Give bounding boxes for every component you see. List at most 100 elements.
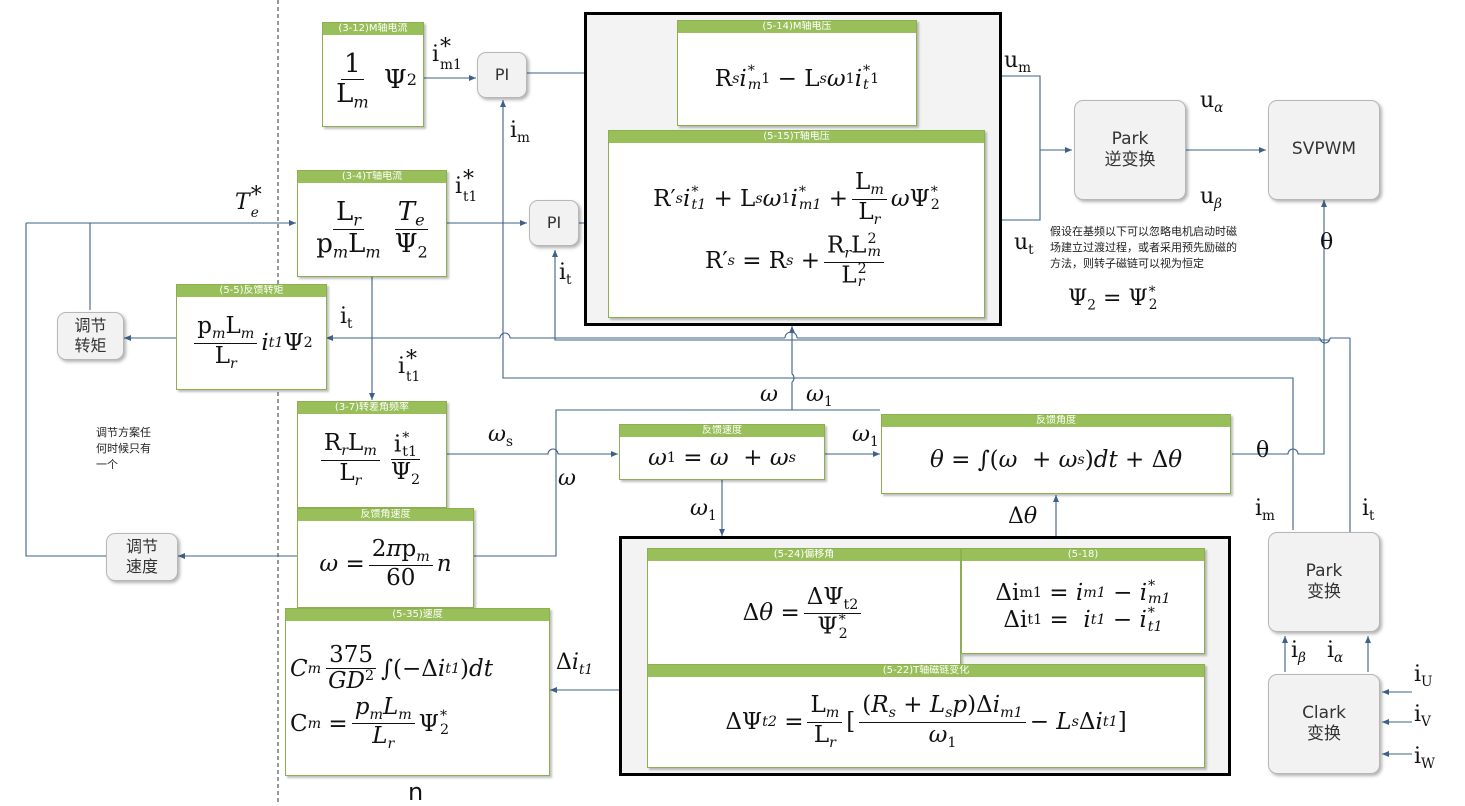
wire-omega xyxy=(474,409,880,557)
wire-it-pi xyxy=(552,250,1330,341)
park-inverse-block[interactable]: Park 逆变换 xyxy=(1074,100,1186,200)
label-omega-top: ω xyxy=(760,382,778,407)
angular-speed-header: 反馈角速度 xyxy=(298,509,473,521)
label-iu: iU xyxy=(1414,662,1433,690)
park-label-1: Park xyxy=(1305,560,1343,581)
flux-note-2: 场建立过渡过程，或者采用预先励磁的 xyxy=(1050,240,1237,254)
torque-reg-label-2: 转矩 xyxy=(74,336,107,355)
label-it1-ref: i * t1 xyxy=(398,347,421,385)
torque-feedback-formula: pmLm Lr i t1 Ψ 2 xyxy=(177,297,326,389)
label-it-feedback: it xyxy=(340,304,353,332)
feedback-angle-header: 反馈角度 xyxy=(882,415,1230,427)
wire-omega-s xyxy=(447,448,618,457)
label-omega1-top: ω1 xyxy=(806,382,833,410)
label-flux-const: Ψ2 = Ψ * 2 xyxy=(1068,284,1158,314)
wire-hop-4 xyxy=(791,373,795,383)
park-inverse-label-1: Park xyxy=(1111,128,1149,149)
speed-reg-label-2: 速度 xyxy=(125,557,158,576)
wire-hop-1 xyxy=(1319,337,1331,344)
label-omega1-down: ω1 xyxy=(690,496,717,524)
label-it-ref: i * t1 xyxy=(455,167,478,205)
speed-reg-label-1: 调节 xyxy=(125,537,158,556)
t-current-box: (3-4)T轴电流 Lr pmLm Te Ψ2 xyxy=(297,170,447,277)
clark-label-1: Clark xyxy=(1302,702,1346,723)
wire-im-feedback xyxy=(500,100,1294,530)
slip-frequency-header: (3-7)转差角频率 xyxy=(298,402,446,414)
regulation-note-3: 一个 xyxy=(96,457,118,471)
wire-left-loop xyxy=(25,223,106,557)
label-delta-it1: Δit1 xyxy=(556,650,594,678)
pi-t-label: PI xyxy=(546,213,562,232)
torque-regulator-block[interactable]: 调节 转矩 xyxy=(57,312,124,360)
park-label-2: 变换 xyxy=(1307,582,1341,602)
label-ut: ut xyxy=(1014,230,1034,258)
label-omega1-mid: ω1 xyxy=(852,422,879,450)
label-im-park: im xyxy=(1255,496,1275,524)
pi-t-block[interactable]: PI xyxy=(529,200,579,246)
svpwm-label: SVPWM xyxy=(1291,139,1357,160)
m-voltage-header: (5-14)M轴电压 xyxy=(678,21,916,33)
label-it-park: it xyxy=(1362,496,1375,524)
t-current-formula: Lr pmLm Te Ψ2 xyxy=(316,196,428,262)
torque-feedback-header: (5-5)反馈转矩 xyxy=(177,285,326,297)
speed-regulator-block[interactable]: 调节 速度 xyxy=(106,533,178,581)
label-iv: iV xyxy=(1414,702,1431,730)
flux-change-box: (5-22)T轴磁链变化 ΔΨ t2 = Lm Lr[(Rs + Lsp)Δim1 ω1… xyxy=(647,664,1205,768)
label-i-beta: iβ xyxy=(1291,638,1306,666)
label-u-alpha: uα xyxy=(1200,88,1224,116)
label-n: n xyxy=(408,778,424,806)
label-theta-out: θ xyxy=(1256,438,1270,463)
pi-m-block[interactable]: PI xyxy=(477,52,527,98)
regulation-note-1: 调节方案任 xyxy=(96,426,151,439)
label-omega-mid: ω xyxy=(558,466,576,491)
label-i-alpha: iα xyxy=(1327,638,1344,666)
label-it-pi: it xyxy=(559,260,572,288)
wire-ut xyxy=(985,150,1041,221)
wire-theta xyxy=(1232,200,1327,455)
label-delta-theta: Δθ xyxy=(1008,504,1038,529)
t-voltage-header: (5-15)T轴电压 xyxy=(609,131,984,143)
clark-block[interactable]: Clark 变换 xyxy=(1268,674,1380,774)
label-omega-s: ωs xyxy=(488,422,513,450)
flux-note: 假设在基频以下可以忽略电机启动时磁 场建立过渡过程，或者采用预先励磁的 方法，则… xyxy=(1050,224,1237,272)
label-iw: iW xyxy=(1414,744,1436,772)
m-current-header: (3-12)M轴电流 xyxy=(323,23,423,35)
regulation-note-2: 何时候只有 xyxy=(96,441,151,455)
wire-hop-3 xyxy=(499,332,511,339)
wire-hop-2 xyxy=(784,331,798,339)
feedback-speed-header: 反馈速度 xyxy=(620,425,824,437)
flux-change-header: (5-22)T轴磁链变化 xyxy=(648,665,1204,677)
current-error-formula: Δi m1 = i m1 − i * m1 Δi t1 = i t1 − i * t1 xyxy=(995,577,1171,635)
label-im-ref: i * m1 xyxy=(432,35,462,73)
speed-header: (5-35)速度 xyxy=(286,609,549,621)
torque-feedback-box: (5-5)反馈转矩 pmLm Lr i t1 Ψ 2 xyxy=(176,284,327,390)
current-error-header: (5-18) xyxy=(962,549,1204,561)
label-te-ref: T * e xyxy=(235,183,262,221)
label-u-beta: uβ xyxy=(1200,184,1223,212)
svpwm-block[interactable]: SVPWM xyxy=(1268,100,1380,200)
park-block[interactable]: Park 变换 xyxy=(1268,532,1380,632)
offset-angle-header: (5-24)偏移角 xyxy=(648,549,960,561)
slip-frequency-box: (3-7)转差角频率 RrLm Lr i * t1 Ψ2 xyxy=(297,401,447,508)
label-um: um xyxy=(1004,48,1032,76)
park-inverse-label-2: 逆变换 xyxy=(1104,150,1156,170)
clark-label-2: 变换 xyxy=(1307,724,1341,744)
slip-frequency-formula: RrLm Lr i * t1 Ψ2 xyxy=(298,414,446,507)
t-current-header: (3-4)T轴电流 xyxy=(298,171,446,183)
angular-speed-box: 反馈角速度 ω = 2πpm 60 n xyxy=(297,508,474,608)
torque-reg-label-1: 调节 xyxy=(74,316,107,335)
